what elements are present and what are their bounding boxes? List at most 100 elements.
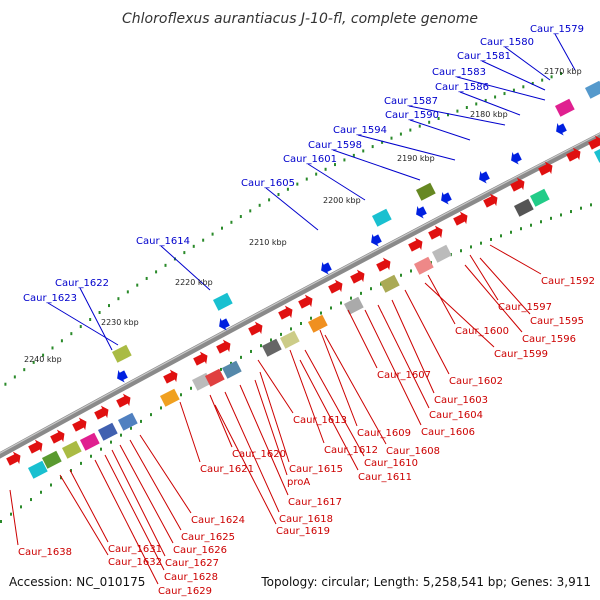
- bottom-leader-line: [324, 334, 387, 445]
- gene-label-top[interactable]: Caur_1586: [435, 82, 489, 93]
- gene-label-top[interactable]: Caur_1579: [530, 24, 584, 35]
- gene-label-bottom[interactable]: Caur_1618: [279, 514, 333, 525]
- gene-label-bottom[interactable]: Caur_1624: [191, 515, 245, 526]
- tick-mark: [362, 149, 365, 153]
- forward-gene-icon-shape: [538, 161, 553, 176]
- tick-mark: [268, 198, 271, 202]
- tick-mark: [350, 296, 352, 300]
- tick-mark: [117, 297, 120, 301]
- forward-gene-icon-shape: [566, 147, 581, 162]
- gene-label-top[interactable]: Caur_1587: [384, 96, 438, 107]
- gene-label-bottom[interactable]: Caur_1627: [165, 558, 219, 569]
- gene-label-top[interactable]: Caur_1614: [136, 236, 190, 247]
- gene-label-top[interactable]: Caur_1623: [23, 293, 77, 304]
- tick-mark: [136, 283, 139, 287]
- forward-gene-icon: [28, 439, 43, 454]
- tick-mark: [0, 520, 2, 523]
- gene-label-bottom[interactable]: Caur_1611: [358, 472, 412, 483]
- gene-label-bottom[interactable]: Caur_1629: [158, 586, 212, 597]
- tick-mark: [470, 245, 472, 249]
- gene-label-bottom[interactable]: Caur_1607: [377, 370, 431, 381]
- gene-label-bottom[interactable]: proA: [287, 477, 310, 488]
- reverse-gene-icon-shape: [441, 192, 452, 205]
- gene-label-bottom[interactable]: Caur_1610: [364, 458, 418, 469]
- gene-label-top[interactable]: Caur_1580: [480, 37, 534, 48]
- gene-label-bottom[interactable]: Caur_1604: [429, 410, 483, 421]
- gene-label-top[interactable]: Caur_1594: [333, 125, 387, 136]
- bottom-leader-line: [391, 299, 435, 394]
- gene-label-bottom[interactable]: Caur_1592: [541, 276, 595, 287]
- gene-label-bottom[interactable]: Caur_1596: [522, 334, 576, 345]
- gene-label-bottom[interactable]: Caur_1595: [530, 316, 584, 327]
- feature-box: [380, 274, 400, 293]
- gene-labels[interactable]: Caur_1579 Caur_1580 Caur_1581 Caur_1583 Caur…: [18, 24, 595, 597]
- tick-mark: [145, 276, 148, 280]
- forward-gene-icon: [94, 405, 109, 420]
- gene-label-bottom[interactable]: Caur_1602: [449, 376, 503, 387]
- bottom-leader-line: [319, 329, 358, 427]
- top-leader-line: [408, 105, 506, 126]
- gene-label-bottom[interactable]: Caur_1628: [164, 572, 218, 583]
- kbp-label: 2190 kbp: [397, 154, 435, 163]
- gene-label-bottom[interactable]: Caur_1617: [288, 497, 342, 508]
- reverse-gene-icon: [441, 192, 452, 205]
- gene-label-bottom[interactable]: Caur_1631: [108, 544, 162, 555]
- tick-mark: [50, 483, 52, 487]
- gene-label-bottom[interactable]: Caur_1603: [434, 395, 488, 406]
- gene-label-bottom[interactable]: Caur_1613: [293, 415, 347, 426]
- feature-box: [97, 422, 118, 441]
- gene-label-top[interactable]: Caur_1598: [308, 140, 362, 151]
- gene-label-bottom[interactable]: Caur_1599: [494, 349, 548, 360]
- kbp-label: 2180 kbp: [470, 110, 508, 119]
- gene-label-bottom[interactable]: Caur_1632: [108, 557, 162, 568]
- feature-box: [344, 296, 364, 315]
- gene-label-bottom[interactable]: Caur_1608: [386, 446, 440, 457]
- gene-label-top[interactable]: Caur_1605: [241, 178, 295, 189]
- gene-label-bottom[interactable]: Caur_1615: [289, 464, 343, 475]
- gene-label-top[interactable]: Caur_1581: [457, 51, 511, 62]
- top-leader-line: [47, 302, 119, 346]
- gene-label-bottom[interactable]: Caur_1638: [18, 547, 72, 558]
- tick-mark: [340, 301, 342, 305]
- tick-mark: [100, 447, 102, 451]
- gene-label-bottom[interactable]: Caur_1625: [181, 532, 235, 543]
- kbp-labels: 2170 kbp 2180 kbp 2190 kbp 2200 kbp 2210 kbp…: [24, 67, 582, 364]
- tick-mark: [418, 124, 421, 128]
- reverse-gene-icon: [416, 206, 427, 219]
- gene-label-bottom[interactable]: Caur_1609: [357, 428, 411, 439]
- tick-mark: [286, 187, 289, 191]
- gene-label-top[interactable]: Caur_1583: [432, 67, 486, 78]
- tick-mark: [409, 128, 412, 132]
- top-leader-line: [307, 163, 366, 201]
- gene-label-bottom[interactable]: Caur_1621: [200, 464, 254, 475]
- gene-label-bottom[interactable]: Caur_1606: [421, 427, 475, 438]
- gene-label-top[interactable]: Caur_1601: [283, 154, 337, 165]
- gene-label-bottom[interactable]: Caur_1597: [498, 302, 552, 313]
- forward-gene-icon-shape: [50, 429, 65, 444]
- feature-box: [432, 244, 452, 263]
- accession-text: Accession: NC_010175: [9, 575, 145, 589]
- gene-label-bottom[interactable]: Caur_1612: [324, 445, 378, 456]
- tick-mark: [13, 375, 16, 379]
- bottom-leader-line: [119, 444, 174, 544]
- gene-label-top[interactable]: Caur_1590: [385, 110, 439, 121]
- reverse-gene-icon-shape: [511, 152, 522, 165]
- feature-box: [80, 432, 100, 451]
- tick-mark: [480, 241, 482, 245]
- gene-label-bottom[interactable]: Caur_1600: [455, 326, 509, 337]
- gene-label-bottom[interactable]: Caur_1620: [232, 449, 286, 460]
- tick-mark: [500, 234, 502, 238]
- forward-gene-icon: [408, 237, 423, 252]
- bottom-leader-line: [304, 349, 365, 457]
- tick-mark: [239, 215, 242, 219]
- gene-label-top[interactable]: Caur_1622: [55, 278, 109, 289]
- tick-mark: [30, 498, 32, 502]
- gene-label-bottom[interactable]: Caur_1626: [173, 545, 227, 556]
- top-leader-line: [265, 187, 319, 231]
- forward-gene-icon: [538, 161, 553, 176]
- tick-mark: [540, 220, 542, 224]
- tick-mark: [360, 291, 362, 295]
- bottom-leader-line: [404, 289, 450, 375]
- gene-label-bottom[interactable]: Caur_1619: [276, 526, 330, 537]
